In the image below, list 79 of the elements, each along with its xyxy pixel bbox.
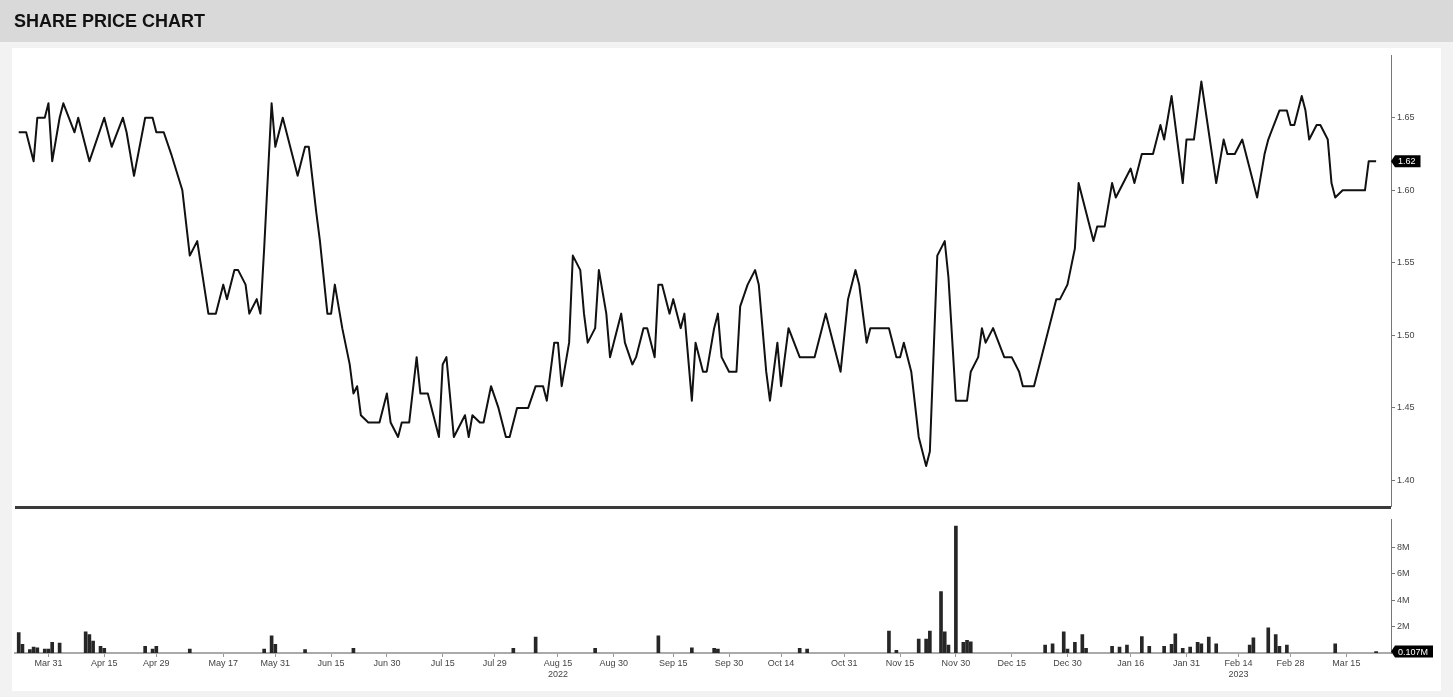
bar [968, 641, 973, 653]
bar [1214, 643, 1219, 653]
bar [143, 646, 147, 653]
x-tick-label: May 17 [208, 657, 239, 668]
bar [154, 646, 159, 653]
x-tick-label: Feb 28 [1276, 657, 1305, 668]
bar [954, 525, 958, 653]
x-tick-label: Nov 15 [885, 657, 915, 668]
y-tick-label: 4M [1397, 594, 1410, 605]
bar [690, 647, 694, 653]
y-tick-label: 1.50 [1397, 329, 1415, 340]
x-tick-label: Dec 15 [997, 657, 1026, 668]
bar [1110, 646, 1114, 653]
bar [187, 648, 192, 653]
bar [1180, 648, 1185, 653]
bar [1173, 633, 1178, 653]
bar [1061, 631, 1066, 653]
x-tick-label: May 31 [260, 657, 291, 668]
bar [593, 648, 597, 653]
bar [1162, 646, 1166, 653]
x-tick-label: Aug 15 2022 [543, 657, 573, 679]
bar [1285, 644, 1289, 653]
text: 1.62 [1398, 156, 1416, 167]
x-tick-label: Jul 15 [430, 657, 455, 668]
bar [28, 649, 32, 653]
x-tick-label: Jul 29 [482, 657, 507, 668]
x-tick-label: Mar 15 [1332, 657, 1361, 668]
text: 0.107M [1398, 646, 1429, 657]
bar [961, 642, 966, 653]
bar [1273, 634, 1278, 653]
y-tick-label: 1.60 [1397, 184, 1415, 195]
bar [50, 642, 55, 653]
bar [42, 648, 47, 653]
x-tick-label: Feb 14 2023 [1224, 657, 1253, 679]
x-tick-label: Jun 30 [373, 657, 401, 668]
x-tick-label: Jun 15 [317, 657, 345, 668]
bar [712, 648, 716, 653]
bar [1073, 642, 1077, 653]
y-tick-label: 1.45 [1397, 402, 1415, 413]
bar [16, 632, 21, 653]
x-tick-label: Oct 14 [767, 657, 795, 668]
x-tick-label: Jan 16 [1117, 657, 1145, 668]
x-tick-label: Aug 30 [599, 657, 629, 668]
x-tick-label: Oct 31 [831, 657, 858, 668]
y-tick-label: 2M [1397, 621, 1410, 632]
bar [805, 648, 809, 653]
x-tick-label: Apr 15 [90, 657, 118, 668]
bar [939, 591, 943, 653]
bar [716, 648, 720, 653]
bar [1188, 646, 1193, 653]
bar [1147, 646, 1152, 653]
x-tick-label: Mar 31 [34, 657, 63, 668]
bar [928, 630, 932, 653]
bar [1333, 643, 1338, 653]
bar [303, 649, 307, 653]
bar [1266, 627, 1271, 653]
y-tick-label: 1.65 [1397, 112, 1415, 123]
bar [1206, 636, 1211, 653]
bar [262, 648, 266, 653]
y-tick-label: 1.55 [1397, 257, 1415, 268]
y-tick-label: 8M [1397, 541, 1410, 552]
x-tick-label: Jan 31 [1172, 657, 1200, 668]
bar [916, 638, 921, 653]
x-tick-label: Sep 30 [714, 657, 744, 668]
y-tick-label: 1.40 [1397, 474, 1415, 485]
bar [1043, 644, 1047, 653]
bar [965, 640, 969, 653]
bar [35, 647, 40, 653]
chart-title: SHARE PRICE CHART [14, 11, 206, 32]
x-tick-label: Nov 30 [941, 657, 971, 668]
bar [102, 648, 107, 653]
bar [887, 630, 891, 653]
bar [1125, 644, 1129, 653]
bar [1140, 636, 1144, 653]
x-tick-label: Sep 15 [658, 657, 688, 668]
y-tick-label: 6M [1397, 568, 1410, 579]
bar [797, 648, 802, 653]
x-tick-label: Apr 29 [143, 657, 170, 668]
x-tick-label: Dec 30 [1053, 657, 1082, 668]
